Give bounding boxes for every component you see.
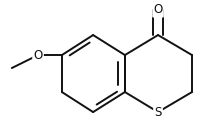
Text: O: O [153,3,163,16]
Text: S: S [154,106,162,119]
Text: O: O [33,49,43,62]
